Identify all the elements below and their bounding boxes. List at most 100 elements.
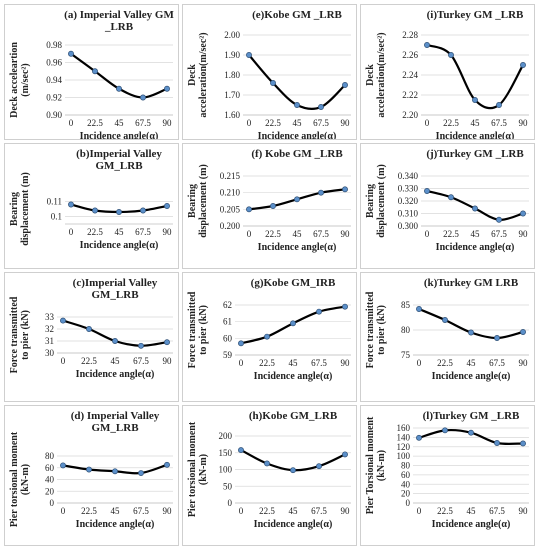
- y-tick-label: 60: [223, 333, 233, 343]
- chart-svg-a: (a) Imperial Valley GM_LRB 0.90 0.92 0.94 0.…: [9, 9, 174, 139]
- y-tick-label: 30: [45, 348, 55, 358]
- x-tick-label: 90: [163, 356, 173, 366]
- chart-panel-b: (b)Imperial Valley GM_LRB 0.1 0.11 0 22.5 45 67…: [4, 143, 179, 269]
- y-tick-label: 0.300: [398, 221, 419, 231]
- x-axis-label: Incidence angle(α): [76, 369, 155, 380]
- y-tick-label: 59: [223, 350, 233, 360]
- y-tick-label: 0.98: [46, 40, 62, 50]
- x-tick-label: 45: [289, 358, 299, 368]
- y-tick-label: 0.1: [51, 212, 62, 222]
- chart-svg-f: (f) Kobe GM _LRB 0.200 0.205 0.210 0.215 0 22.…: [187, 148, 351, 253]
- y-tick-label: 60: [401, 470, 411, 480]
- x-tick-label: 22.5: [259, 506, 275, 516]
- y-tick-label: 62: [223, 300, 232, 310]
- data-point: [164, 339, 170, 346]
- data-point: [468, 329, 474, 336]
- series-line: [247, 53, 347, 110]
- y-tick-label: 2.00: [224, 30, 240, 40]
- chart-svg-e: (e)Kobe GM _LRB 1.60 1.70 1.80 1.90 2.00 0 22.5…: [187, 9, 351, 139]
- y-tick-label: 1.80: [224, 70, 240, 80]
- x-tick-label: 45: [111, 356, 121, 366]
- y-axis-label: to pier (kN): [20, 310, 31, 360]
- y-tick-label: 60: [45, 463, 55, 473]
- data-point: [496, 216, 502, 223]
- data-point: [264, 460, 270, 467]
- chart-title-line: (j)Turkey GM _LRB: [426, 148, 524, 160]
- y-tick-label: 200: [219, 431, 233, 441]
- x-tick-label: 0: [61, 506, 66, 516]
- x-tick-label: 67.5: [489, 506, 505, 516]
- y-axis-label: Deck: [365, 64, 376, 86]
- y-tick-label: 0.11: [47, 197, 62, 207]
- data-point: [448, 194, 454, 201]
- x-axis-label: Incidence angle(α): [76, 519, 155, 530]
- y-axis-label: Force transmitted: [365, 291, 376, 368]
- x-tick-label: 90: [519, 229, 529, 239]
- y-tick-label: 31: [45, 336, 54, 346]
- x-tick-label: 45: [293, 118, 303, 128]
- x-tick-label: 22.5: [265, 118, 281, 128]
- y-tick-label: 0: [50, 498, 55, 508]
- data-point: [138, 342, 144, 349]
- series-line: [425, 189, 525, 221]
- data-point: [520, 440, 526, 447]
- y-axis-label: to pier (kN): [376, 305, 387, 355]
- y-tick-label: 150: [219, 448, 233, 458]
- y-axis-label: acceleration(m/sec²): [376, 32, 387, 117]
- data-point: [472, 97, 478, 103]
- y-axis-label: Pier torsional moment: [187, 421, 198, 517]
- chart-panel-g: (g)Kobe GM_IRB 59 60 61 62 0 22.5 45 67.5 90 Incid…: [182, 272, 357, 402]
- y-tick-label: 160: [397, 423, 411, 433]
- x-tick-label: 90: [341, 506, 351, 516]
- data-point: [424, 42, 430, 48]
- data-point: [112, 338, 118, 344]
- x-tick-label: 22.5: [265, 229, 281, 239]
- x-tick-label: 22.5: [443, 118, 459, 128]
- y-tick-label: 0.210: [220, 188, 241, 198]
- data-point: [468, 429, 474, 436]
- chart-title-line: (e)Kobe GM _LRB: [252, 9, 342, 21]
- y-axis-label: Bearing: [187, 184, 198, 218]
- chart-title-line: (h)Kobe GM_LRB: [249, 410, 338, 422]
- x-tick-label: 0: [247, 229, 252, 239]
- y-tick-label: 0.92: [46, 93, 62, 103]
- x-tick-label: 22.5: [81, 506, 97, 516]
- y-tick-label: 33: [45, 312, 55, 322]
- chart-panel-e: (e)Kobe GM _LRB 1.60 1.70 1.80 1.90 2.00 0 22.5…: [182, 4, 357, 140]
- data-point: [140, 207, 146, 214]
- chart-title-line: _LRB: [104, 21, 134, 33]
- y-tick-label: 1.70: [224, 90, 240, 100]
- y-tick-label: 61: [223, 317, 232, 327]
- data-point: [138, 470, 144, 476]
- chart-title-line: (l)Turkey GM _LRB: [423, 410, 520, 422]
- chart-title-line: (i)Turkey GM _LRB: [427, 9, 524, 21]
- y-axis-label: Pier Torsional moment: [365, 416, 376, 514]
- chart-panel-a: (a) Imperial Valley GM _LRB 0.90 0.92 0.94 0.…: [4, 4, 179, 140]
- y-tick-label: 0.215: [220, 171, 241, 181]
- y-tick-label: 100: [397, 451, 411, 461]
- x-tick-label: 22.5: [81, 356, 97, 366]
- x-tick-label: 90: [341, 358, 351, 368]
- y-axis-label: displacement (m): [20, 172, 31, 246]
- y-tick-label: 0.94: [46, 75, 62, 85]
- y-tick-label: 2.22: [402, 90, 418, 100]
- x-tick-label: 67.5: [491, 118, 507, 128]
- x-tick-label: 90: [341, 229, 351, 239]
- x-tick-label: 67.5: [135, 118, 151, 128]
- chart-panel-h: (h)Kobe GM_LRB 0 50 100 150 200 0 22.5 45 67.5 90 I…: [182, 405, 357, 546]
- data-point: [496, 102, 502, 108]
- y-axis-label: Force transmitted: [9, 296, 20, 373]
- x-tick-label: 22.5: [87, 118, 103, 128]
- chart-panel-d: (d) Imperial Valley GM_LRB 0 20 40 60 80 0 22.5 4…: [4, 405, 179, 546]
- chart-title-line: (b)Imperial Valley: [76, 148, 162, 160]
- x-axis-label: Incidence angle(α): [432, 519, 511, 530]
- chart-svg-g: (g)Kobe GM_IRB 59 60 61 62 0 22.5 45 67.5 90 Incid…: [187, 277, 351, 382]
- y-tick-label: 40: [45, 475, 55, 485]
- data-point: [86, 466, 92, 473]
- data-point: [68, 201, 74, 208]
- x-axis-label: Incidence angle(α): [80, 131, 159, 139]
- y-tick-label: 0.310: [398, 209, 419, 219]
- data-point: [442, 317, 448, 323]
- y-tick-label: 0.330: [398, 184, 419, 194]
